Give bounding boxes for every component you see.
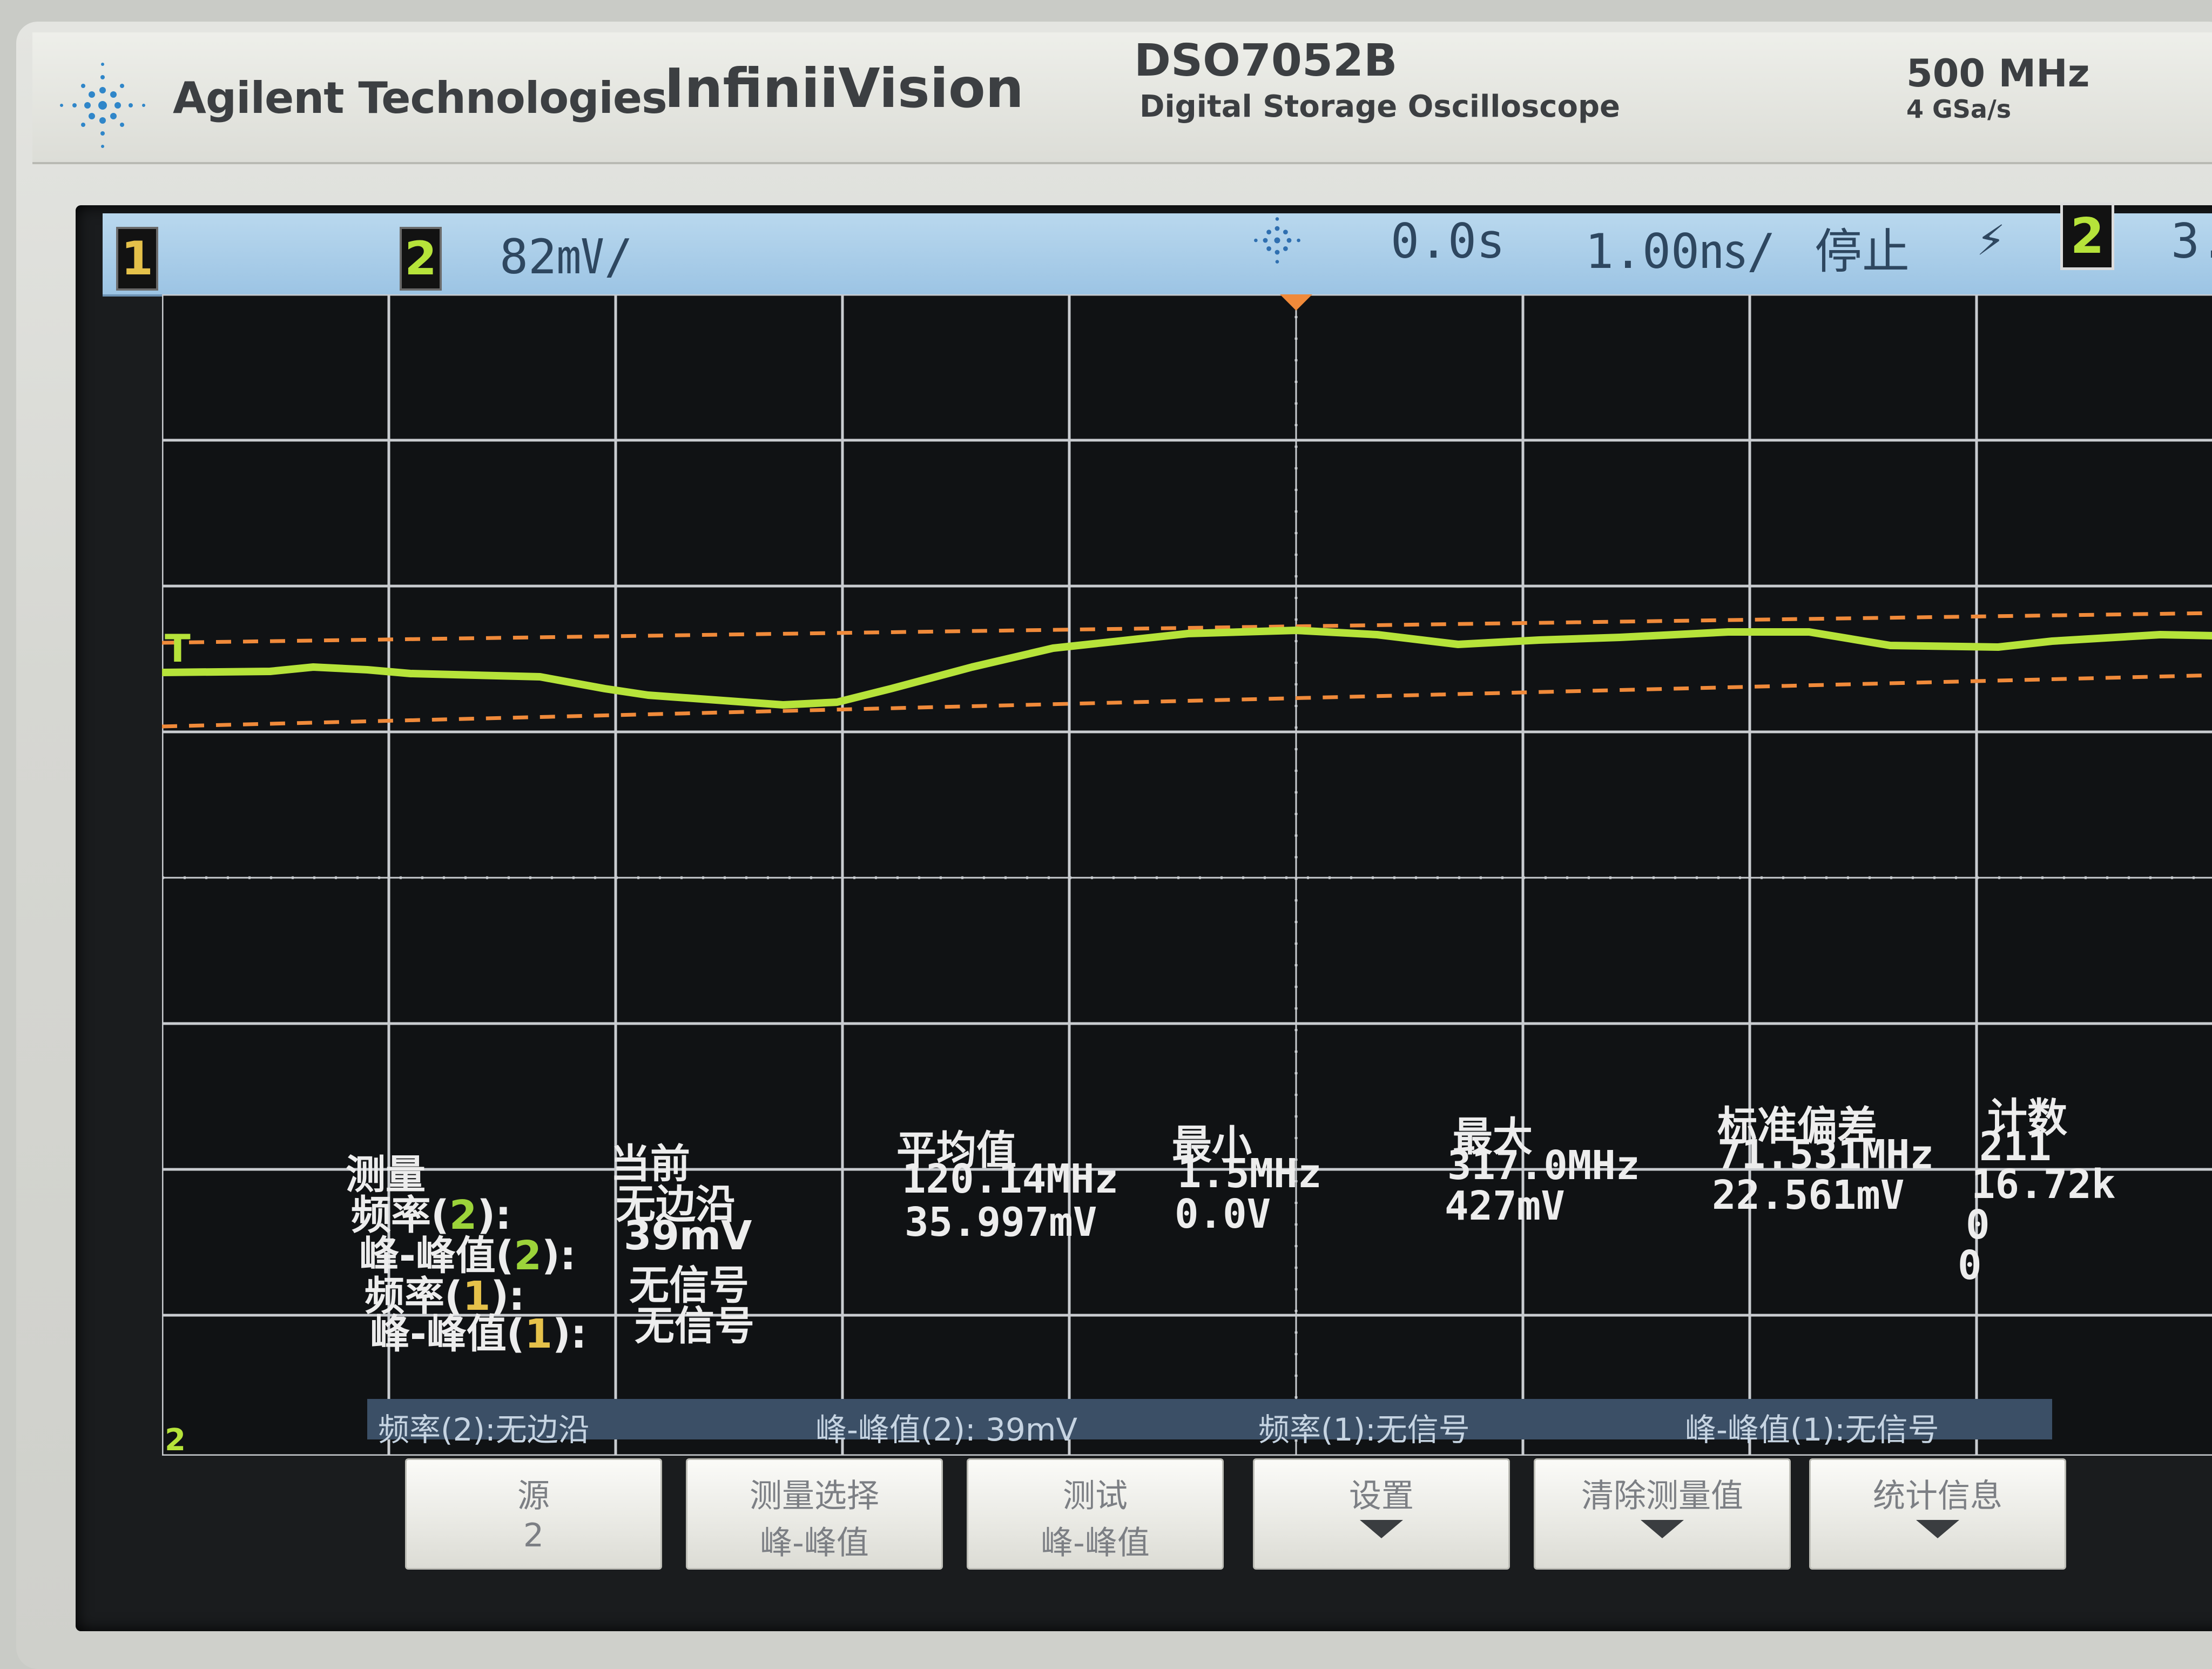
meas-row-2-mean: 35.997mV (905, 1199, 1097, 1246)
channel-2-scale: 82㎷/ (500, 229, 633, 285)
run-state: 停止 (1815, 224, 1910, 279)
meas-row-1-mean: 120.14MHz (902, 1156, 1118, 1202)
graticule (162, 294, 2212, 1456)
trigger-level-marker: T (165, 627, 191, 671)
model-number: DSO7052B (1134, 35, 1398, 86)
meas-row-2-min: 0.0V (1175, 1191, 1271, 1237)
acquisition-icon (1254, 217, 1300, 264)
meas-row-3-count: 0 (1966, 1202, 1990, 1248)
meas-header-mean: 平均值 (896, 1127, 1016, 1174)
meas-row-4-current: 无信号 (635, 1303, 754, 1349)
trigger-edge-icon: ⚡ (1977, 211, 2005, 266)
model-description: Digital Storage Oscilloscope (1139, 89, 1621, 124)
meas-header-count: 计数 (1987, 1095, 2067, 1141)
meas-row-2-count: 16.72k (1971, 1161, 2116, 1208)
info-freq-ch2: 频率(2):无边沿 (378, 1411, 590, 1448)
meas-row-1-max: 317.0MHz (1447, 1142, 1640, 1189)
meas-row-1-stddev: 71.531MHz (1717, 1132, 1934, 1178)
softkey-statistics[interactable]: 统计信息 (1809, 1458, 2066, 1570)
trigger-source-indicator[interactable]: 2 (2060, 203, 2114, 270)
meas-row-2-name: 峰-峰值(2): (359, 1233, 576, 1279)
brand-bar (32, 32, 2212, 164)
waveform-display: T 2 (162, 294, 2212, 1456)
meas-header-current: 当前 (610, 1141, 690, 1187)
softkey-settings[interactable]: 设置 (1253, 1458, 1510, 1570)
meas-row-1-count: 211 (1979, 1123, 2052, 1170)
softkey-test-label: 测试 (1063, 1477, 1128, 1515)
meas-header-min: 最小 (1172, 1122, 1252, 1168)
softkey-test-value: 峰-峰值 (1041, 1524, 1150, 1562)
brand-name: Agilent Technologies (173, 73, 667, 123)
chevron-down-icon (1641, 1520, 1684, 1538)
info-freq-ch1: 频率(1):无信号 (1258, 1411, 1470, 1448)
softkey-statistics-label: 统计信息 (1873, 1477, 2002, 1515)
meas-header-max: 最大 (1453, 1114, 1533, 1160)
softkey-source[interactable]: 源 2 (405, 1458, 662, 1570)
meas-row-1-min: 1.5MHz (1177, 1150, 1322, 1197)
meas-row-4-count: 0 (1958, 1242, 1982, 1289)
meas-row-2-current: 39mV (624, 1213, 752, 1259)
meas-row-1-name: 频率(2): (351, 1192, 511, 1239)
upper-cursor-line (162, 611, 2212, 645)
product-line: InfiniiVision (664, 57, 1024, 120)
softkey-settings-label: 设置 (1349, 1477, 1414, 1515)
trigger-level: 3. (2171, 213, 2212, 269)
softkey-measure-select-value: 峰-峰值 (760, 1524, 869, 1562)
meas-row-3-name: 频率(1): (365, 1273, 525, 1320)
meas-header-measure: 测量 (346, 1152, 426, 1198)
channel-2-ground-marker: 2 (165, 1423, 186, 1456)
meas-header-stddev: 标准偏差 (1717, 1103, 1877, 1149)
agilent-spark-logo (60, 63, 145, 148)
meas-row-2-max: 427mV (1445, 1183, 1565, 1229)
softkey-measure-select-label: 测量选择 (750, 1477, 879, 1515)
timebase-scale: 1.00㎱/ (1585, 224, 1776, 279)
chevron-down-icon (1360, 1520, 1403, 1538)
info-pkpk-ch1: 峰-峰值(1):无信号 (1685, 1411, 1939, 1448)
info-pkpk-ch2: 峰-峰值(2): 39mV (815, 1411, 1078, 1448)
bandwidth-label: 500 MHz (1906, 51, 2090, 96)
lower-cursor-line (162, 673, 2212, 729)
waveform-canvas: T 2 (162, 294, 2212, 1456)
softkey-source-label: 源 (517, 1477, 550, 1515)
softkey-test[interactable]: 测试 峰-峰值 (967, 1458, 1224, 1570)
softkey-clear-label: 清除测量值 (1581, 1477, 1743, 1515)
channel-2-trace (162, 627, 2212, 709)
time-position: 0.0s (1391, 213, 1505, 269)
softkey-source-value: 2 (523, 1517, 544, 1554)
trigger-position-marker (1280, 294, 1312, 311)
measurement-info-bar (367, 1399, 2052, 1439)
meas-row-2-stddev: 22.561mV (1712, 1172, 1905, 1219)
meas-row-4-name: 峰-峰值(1): (370, 1311, 587, 1357)
softkey-measure-select[interactable]: 测量选择 峰-峰值 (686, 1458, 943, 1570)
channel-1-indicator[interactable]: 1 (116, 227, 158, 291)
meas-row-1-current: 无边沿 (616, 1181, 736, 1228)
softkey-clear-measurements[interactable]: 清除测量值 (1534, 1458, 1791, 1570)
sample-rate-label: 4 GSa/s (1906, 95, 2012, 124)
graticule-center-axes (162, 294, 2212, 1456)
meas-row-3-current: 无信号 (629, 1262, 749, 1309)
channel-2-indicator[interactable]: 2 (400, 227, 442, 291)
chevron-down-icon (1916, 1520, 1959, 1538)
